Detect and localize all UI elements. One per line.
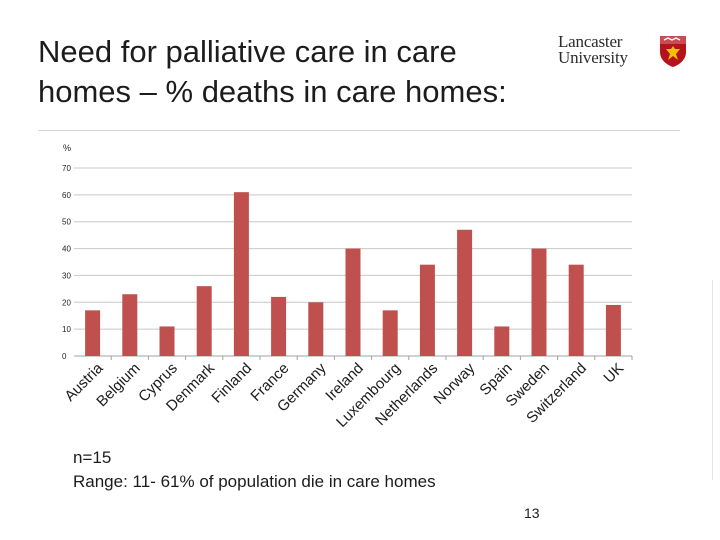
y-tick-label: 0 [62,352,67,361]
y-tick-label: 10 [62,325,71,334]
bar-belgium [122,294,138,356]
logo-shield-icon [660,36,686,67]
bar-spain [494,326,510,356]
bar-layer [85,192,621,356]
bar-austria [85,310,101,356]
range-note: Range: 11- 61% of population die in care… [73,472,436,491]
university-logo: Lancaster University [558,32,690,68]
bar-norway [457,229,473,356]
x-tick-label-finland: Finland [208,360,255,407]
logo-wordmark: Lancaster University [558,32,658,67]
y-tick-label: 40 [62,245,71,254]
bar-luxembourg [382,310,398,356]
slide-edge-line [712,280,713,480]
y-tick-label: 70 [62,164,71,173]
x-tick-label-norway: Norway [430,359,478,407]
y-tick-label: 50 [62,218,71,227]
bar-sweden [531,248,547,356]
slide-title: Need for palliative care in care homes –… [38,34,507,109]
bar-finland [233,192,249,356]
bar-cyprus [159,326,175,356]
bar-ireland [345,248,361,356]
y-axis-label: % [63,143,71,153]
bar-uk [605,304,621,356]
chart-notes: n=15 Range: 11- 61% of population die in… [73,446,436,494]
y-tick-label: 30 [62,271,71,280]
y-tick-label: 60 [62,191,71,200]
title-divider [38,130,680,131]
page-number: 13 [524,505,540,521]
logo-line-1: Lancaster [558,32,623,51]
bar-denmark [196,286,212,356]
bar-france [271,296,287,356]
logo-line-2: University [558,48,628,67]
x-tick-label-uk: UK [600,360,627,387]
bar-netherlands [419,264,435,356]
bar-switzerland [568,264,584,356]
sample-size-note: n=15 [73,448,112,467]
y-tick-label: 20 [62,298,71,307]
bar-germany [308,302,324,356]
